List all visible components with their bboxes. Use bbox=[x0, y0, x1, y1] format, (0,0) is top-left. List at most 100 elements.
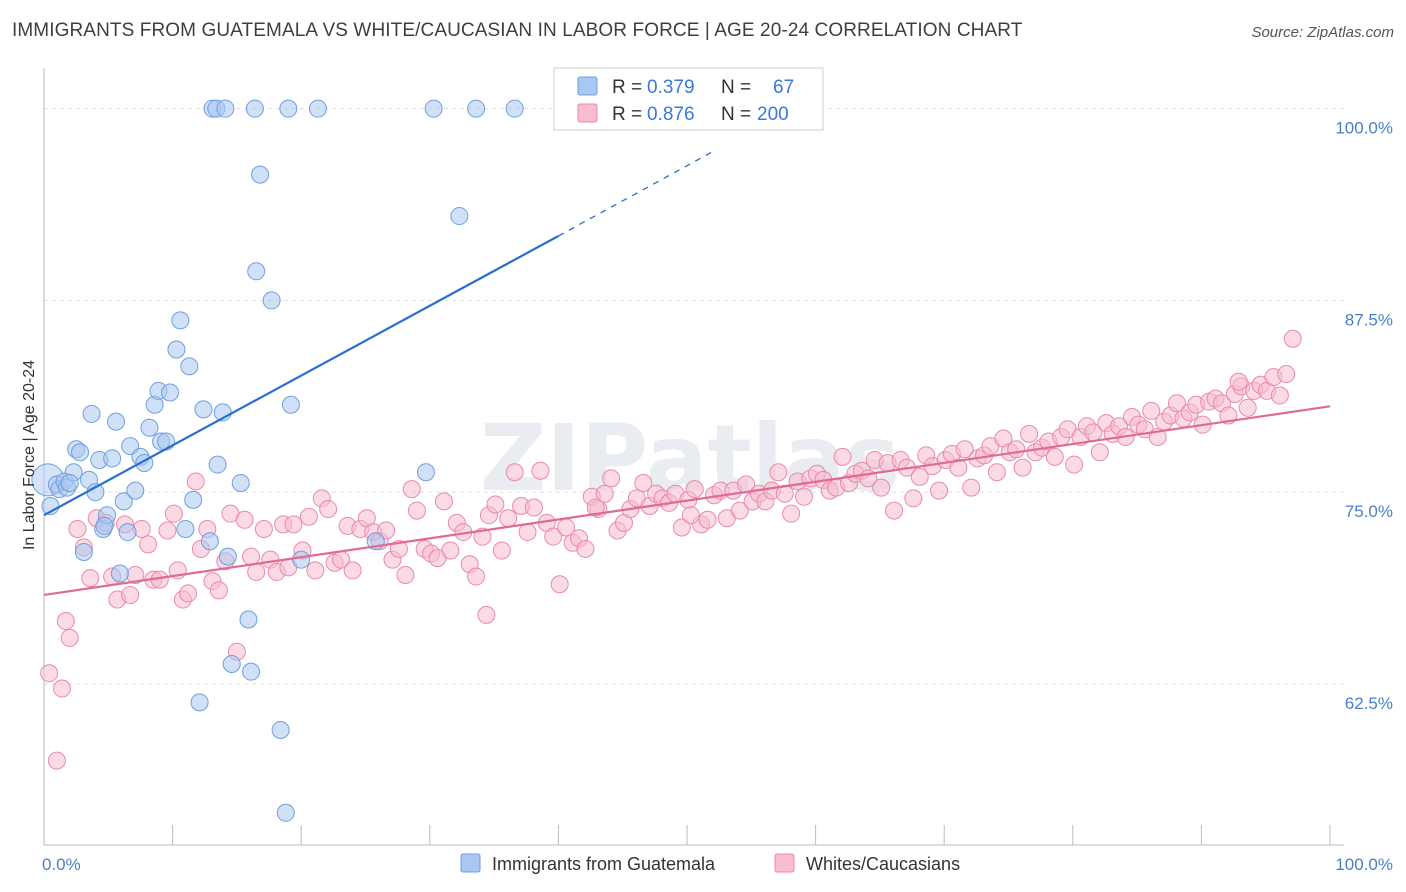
point-guatemala-17 bbox=[107, 412, 126, 431]
legend-r-value-1: 0.379 bbox=[647, 77, 695, 98]
point-whites-145 bbox=[962, 478, 981, 497]
point-guatemala-9 bbox=[74, 543, 93, 562]
legend-n-value-2: 200 bbox=[757, 104, 789, 125]
point-guatemala-60 bbox=[467, 99, 486, 118]
x-tick-label-max: 100.0% bbox=[1335, 855, 1393, 874]
point-whites-177 bbox=[1167, 394, 1186, 413]
point-guatemala-64 bbox=[276, 803, 295, 822]
point-guatemala-32 bbox=[171, 311, 190, 330]
legend-r-label-1: R = bbox=[612, 77, 642, 98]
point-whites-7 bbox=[81, 569, 100, 588]
point-whites-49 bbox=[343, 561, 362, 580]
source-credit: Source: ZipAtlas.com bbox=[1251, 24, 1394, 41]
point-whites-35 bbox=[254, 519, 273, 538]
point-whites-78 bbox=[531, 461, 550, 480]
y-tick-labels: 100.0% 87.5% 75.0% 62.5% bbox=[1335, 119, 1393, 713]
top-legend: R = 0.379 N = 67 R = 0.876 N = 200 bbox=[553, 67, 824, 131]
point-whites-69 bbox=[473, 527, 492, 546]
point-guatemala-36 bbox=[190, 693, 209, 712]
point-whites-161 bbox=[1065, 455, 1084, 474]
bottom-legend-swatch-blue bbox=[460, 853, 481, 873]
point-guatemala-59 bbox=[424, 99, 443, 118]
point-whites-71 bbox=[486, 495, 505, 514]
bottom-legend-label-blue: Immigrants from Guatemala bbox=[492, 854, 716, 874]
point-whites-72 bbox=[492, 541, 511, 560]
point-whites-119 bbox=[795, 487, 814, 506]
point-whites-89 bbox=[602, 469, 621, 488]
point-guatemala-65 bbox=[95, 516, 114, 535]
point-whites-19 bbox=[158, 521, 177, 540]
point-whites-81 bbox=[550, 575, 569, 594]
point-whites-59 bbox=[407, 501, 426, 520]
point-whites-34 bbox=[247, 562, 266, 581]
point-whites-63 bbox=[434, 492, 453, 511]
point-guatemala-39 bbox=[208, 455, 227, 474]
point-guatemala-45 bbox=[242, 662, 261, 681]
point-guatemala-19 bbox=[114, 492, 133, 511]
x-tick-label-min: 0.0% bbox=[42, 855, 81, 874]
point-whites-2 bbox=[53, 679, 72, 698]
point-guatemala-44 bbox=[239, 610, 258, 629]
data-points bbox=[31, 99, 1302, 822]
point-whites-5 bbox=[68, 519, 87, 538]
point-whites-140 bbox=[930, 481, 949, 500]
point-whites-1 bbox=[47, 751, 66, 770]
point-guatemala-55 bbox=[216, 99, 235, 118]
legend-swatch-blue bbox=[577, 76, 598, 96]
point-guatemala-25 bbox=[140, 418, 159, 437]
point-whites-165 bbox=[1090, 443, 1109, 462]
point-whites-199 bbox=[1229, 372, 1248, 391]
point-guatemala-61 bbox=[505, 99, 524, 118]
point-whites-198 bbox=[681, 506, 700, 525]
point-whites-173 bbox=[1142, 401, 1161, 420]
point-guatemala-18 bbox=[110, 564, 129, 583]
point-guatemala-33 bbox=[176, 519, 195, 538]
point-guatemala-20 bbox=[118, 523, 137, 542]
point-whites-56 bbox=[389, 539, 408, 558]
point-whites-125 bbox=[833, 447, 852, 466]
x-tick-labels: 0.0% 100.0% bbox=[42, 855, 1393, 874]
point-whites-45 bbox=[319, 500, 338, 519]
legend-r-value-2: 0.876 bbox=[647, 104, 695, 125]
point-whites-24 bbox=[186, 472, 205, 491]
point-whites-42 bbox=[299, 507, 318, 526]
point-guatemala-37 bbox=[194, 400, 213, 419]
point-whites-144 bbox=[955, 440, 974, 459]
point-whites-94 bbox=[634, 473, 653, 492]
point-guatemala-58 bbox=[308, 99, 327, 118]
point-whites-143 bbox=[949, 458, 968, 477]
legend-r-label-2: R = bbox=[612, 104, 642, 125]
point-guatemala-43 bbox=[231, 473, 250, 492]
point-whites-68 bbox=[467, 567, 486, 586]
point-guatemala-57 bbox=[279, 99, 298, 118]
y-tick-label-1: 87.5% bbox=[1345, 310, 1393, 329]
point-whites-80 bbox=[544, 527, 563, 546]
point-whites-28 bbox=[209, 581, 228, 600]
point-whites-3 bbox=[56, 612, 75, 631]
point-whites-73 bbox=[499, 509, 518, 528]
trend-line-guatemala bbox=[43, 235, 559, 517]
point-guatemala-22 bbox=[126, 481, 145, 500]
trend-lines bbox=[43, 151, 1331, 597]
bottom-legend: Immigrants from Guatemala Whites/Caucasi… bbox=[460, 853, 960, 874]
point-whites-154 bbox=[1020, 424, 1039, 443]
point-whites-0 bbox=[40, 664, 59, 683]
point-whites-102 bbox=[685, 480, 704, 499]
bottom-legend-swatch-pink bbox=[774, 853, 795, 873]
point-guatemala-38 bbox=[200, 532, 219, 551]
legend-n-label-1: N = bbox=[721, 77, 751, 98]
point-guatemala-41 bbox=[218, 547, 237, 566]
point-whites-43 bbox=[306, 561, 325, 580]
point-guatemala-52 bbox=[416, 463, 435, 482]
point-guatemala-48 bbox=[271, 720, 290, 739]
point-whites-100 bbox=[672, 518, 691, 537]
point-whites-117 bbox=[782, 504, 801, 523]
point-guatemala-49 bbox=[281, 395, 300, 414]
point-whites-13 bbox=[121, 585, 140, 604]
point-whites-153 bbox=[1013, 458, 1032, 477]
point-guatemala-11 bbox=[82, 404, 101, 423]
point-whites-136 bbox=[904, 489, 923, 508]
axes bbox=[43, 68, 1344, 846]
point-whites-58 bbox=[402, 480, 421, 499]
point-guatemala-30 bbox=[161, 383, 180, 402]
